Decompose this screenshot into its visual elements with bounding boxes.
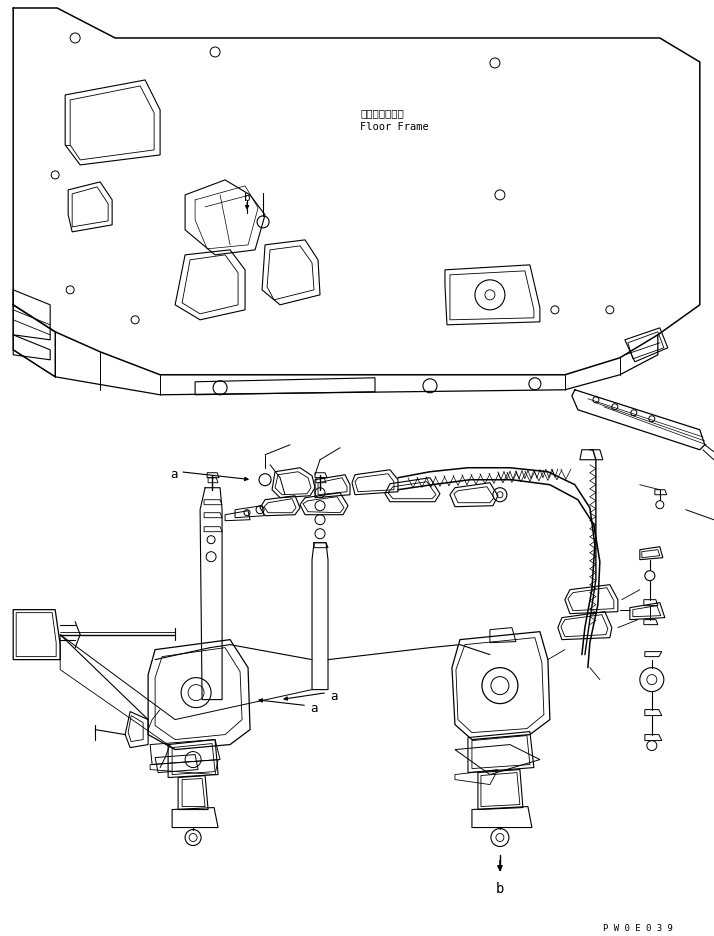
Text: b: b — [243, 193, 251, 203]
Text: a: a — [171, 468, 178, 481]
Text: P W 0 E 0 3 9: P W 0 E 0 3 9 — [603, 925, 673, 933]
Text: Floor Frame: Floor Frame — [360, 122, 428, 132]
Text: フロアフレーム: フロアフレーム — [360, 108, 403, 118]
Text: a: a — [330, 690, 338, 703]
Text: b: b — [496, 882, 504, 896]
Text: a: a — [310, 702, 318, 714]
